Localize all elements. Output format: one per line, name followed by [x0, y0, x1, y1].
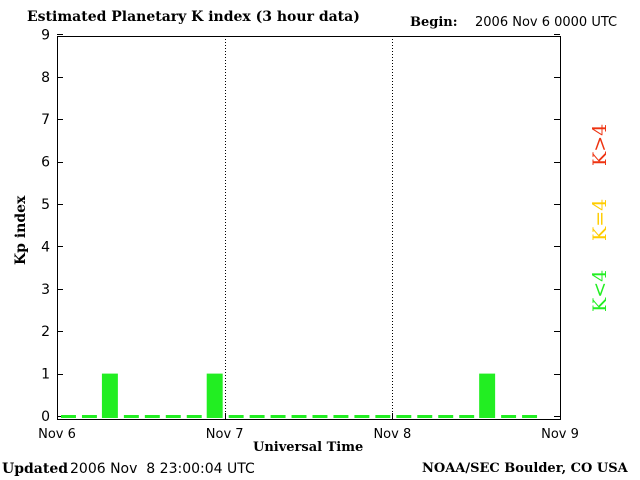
kp-bar	[501, 415, 517, 418]
kp-bar	[479, 373, 496, 418]
y-tick-label: 5	[41, 197, 50, 213]
begin-value: 2006 Nov 6 0000 UTC	[475, 15, 618, 30]
y-tick-label: 0	[41, 409, 50, 425]
kp-bar	[270, 415, 286, 418]
y-tick-label: 1	[41, 367, 50, 383]
updated-value: 2006 Nov 8 23:00:04 UTC	[70, 461, 255, 477]
kp-bar	[417, 415, 433, 418]
kp-bar	[522, 415, 538, 418]
x-tick-label: Nov 8	[373, 427, 411, 442]
legend-k-equal-4: K=4	[589, 198, 611, 241]
y-tick-label: 8	[41, 70, 50, 86]
kp-bar	[101, 373, 118, 418]
y-tick-label: 4	[41, 239, 50, 255]
kp-bar	[81, 415, 97, 418]
kp-bar	[438, 415, 454, 418]
legend-k-above-4: K>4	[589, 123, 611, 166]
kp-bar	[61, 415, 76, 418]
kp-bar	[123, 415, 139, 418]
x-tick-label: Nov 9	[541, 427, 579, 442]
begin-label: Begin:	[410, 15, 458, 30]
kp-bar	[459, 415, 475, 418]
y-tick-label: 7	[41, 112, 50, 128]
legend-k-below-4: K<4	[589, 269, 611, 312]
y-tick-label: 3	[41, 282, 50, 298]
y-tick-label: 9	[41, 27, 50, 43]
x-tick-label: Nov 6	[38, 427, 76, 442]
kp-bar	[249, 415, 265, 418]
kp-bar	[396, 415, 412, 418]
kp-bar	[228, 415, 244, 418]
plot-frame	[57, 36, 561, 420]
kp-bar	[165, 415, 181, 418]
updated-label: Updated	[2, 461, 69, 477]
x-tick-label: Nov 7	[206, 427, 244, 442]
kp-bar	[333, 415, 349, 418]
chart-title: Estimated Planetary K index (3 hour data…	[27, 9, 360, 25]
credit-text: NOAA/SEC Boulder, CO USA	[422, 461, 628, 476]
kp-bar	[354, 415, 370, 418]
kp-bar	[144, 415, 160, 418]
x-axis-label: Universal Time	[253, 440, 364, 455]
kp-bar	[312, 415, 328, 418]
kp-bar	[291, 415, 307, 418]
y-axis-label: Kp index	[13, 195, 29, 265]
kp-bar	[206, 373, 223, 418]
kp-bar	[375, 415, 391, 418]
y-tick-label: 6	[41, 155, 50, 171]
kp-bar	[186, 415, 202, 418]
y-tick-label: 2	[41, 324, 50, 340]
